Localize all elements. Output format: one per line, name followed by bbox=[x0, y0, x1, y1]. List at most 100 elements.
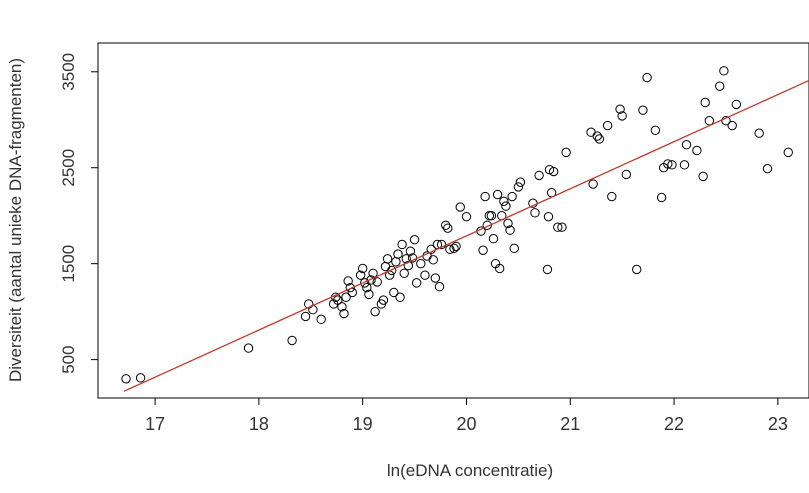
data-point bbox=[364, 289, 374, 300]
data-point bbox=[505, 225, 515, 235]
data-point bbox=[370, 306, 380, 317]
data-point bbox=[588, 179, 598, 189]
x-tick-label: 17 bbox=[145, 414, 165, 434]
data-point bbox=[430, 273, 441, 283]
x-tick-label: 20 bbox=[456, 414, 476, 434]
data-point bbox=[409, 234, 420, 245]
data-point bbox=[411, 278, 422, 288]
data-point bbox=[337, 302, 347, 312]
data-point bbox=[420, 270, 430, 280]
data-point bbox=[399, 268, 409, 278]
data-point bbox=[783, 147, 793, 158]
data-point bbox=[507, 191, 517, 202]
data-point bbox=[542, 264, 553, 275]
data-point bbox=[679, 160, 690, 170]
data-point bbox=[667, 160, 677, 170]
data-point bbox=[663, 159, 673, 169]
data-point bbox=[443, 223, 453, 233]
data-point bbox=[681, 140, 692, 150]
data-point bbox=[441, 220, 451, 230]
data-point bbox=[731, 99, 742, 110]
data-point bbox=[455, 202, 465, 212]
data-point bbox=[621, 169, 632, 180]
data-point bbox=[372, 277, 382, 287]
data-point bbox=[445, 244, 455, 254]
data-point bbox=[345, 282, 355, 293]
data-point bbox=[509, 243, 519, 254]
data-point bbox=[607, 191, 617, 202]
y-tick-label: 2500 bbox=[59, 149, 78, 187]
data-point bbox=[393, 249, 403, 259]
data-point bbox=[366, 275, 376, 285]
data-point bbox=[494, 263, 505, 274]
data-point bbox=[480, 191, 490, 202]
data-point bbox=[395, 292, 405, 302]
data-point bbox=[638, 105, 648, 115]
data-point bbox=[492, 189, 503, 200]
x-tick-label: 18 bbox=[249, 414, 269, 434]
data-point bbox=[389, 287, 399, 298]
data-point bbox=[586, 127, 596, 137]
data-point bbox=[499, 196, 509, 207]
data-point bbox=[513, 182, 524, 192]
data-point bbox=[333, 295, 343, 305]
data-point bbox=[382, 254, 393, 264]
data-point bbox=[405, 246, 416, 256]
data-point bbox=[656, 192, 667, 203]
data-point bbox=[339, 308, 349, 319]
plot-frame bbox=[97, 42, 809, 399]
y-axis-label: Diversiteit (aantal unieke DNA-fragmente… bbox=[6, 58, 25, 382]
data-point bbox=[482, 220, 492, 230]
data-point bbox=[451, 241, 461, 252]
data-point bbox=[692, 145, 702, 156]
data-point bbox=[360, 278, 370, 288]
data-point bbox=[378, 295, 389, 305]
data-point bbox=[534, 170, 544, 181]
data-point bbox=[515, 177, 526, 187]
data-point bbox=[548, 166, 559, 177]
x-tick-label: 22 bbox=[664, 414, 684, 434]
data-point bbox=[650, 125, 661, 136]
data-point bbox=[754, 128, 764, 138]
y-tick-label: 1500 bbox=[59, 245, 78, 283]
regression-line bbox=[123, 79, 809, 392]
data-point bbox=[594, 134, 605, 144]
data-point bbox=[631, 264, 642, 275]
data-point bbox=[461, 211, 472, 222]
data-point bbox=[355, 270, 366, 280]
x-axis: 17 18 19 20 21 22 23 bbox=[145, 398, 788, 434]
data-point bbox=[592, 131, 602, 141]
data-point bbox=[380, 261, 391, 272]
x-tick-label: 19 bbox=[353, 414, 373, 434]
data-point bbox=[727, 120, 737, 131]
x-tick-label: 21 bbox=[560, 414, 580, 434]
data-points bbox=[121, 66, 793, 384]
data-point bbox=[368, 268, 378, 278]
data-point bbox=[397, 239, 407, 250]
data-point bbox=[501, 201, 511, 211]
data-point bbox=[704, 116, 715, 126]
data-point bbox=[341, 292, 351, 302]
data-point bbox=[391, 257, 401, 267]
y-tick-label: 3500 bbox=[59, 53, 78, 91]
data-point bbox=[135, 373, 146, 383]
data-point bbox=[642, 72, 652, 83]
data-point bbox=[403, 260, 414, 271]
data-point bbox=[287, 335, 297, 346]
data-point bbox=[243, 343, 254, 353]
data-point bbox=[762, 163, 773, 174]
data-point bbox=[602, 120, 613, 131]
data-point bbox=[434, 282, 445, 292]
data-point bbox=[488, 234, 499, 244]
x-tick-label: 23 bbox=[768, 414, 788, 434]
data-point bbox=[387, 265, 397, 276]
data-point bbox=[503, 218, 513, 229]
data-point bbox=[617, 111, 627, 121]
data-point bbox=[428, 255, 438, 265]
data-point bbox=[316, 314, 326, 325]
regression-line-group bbox=[123, 79, 809, 392]
data-point bbox=[478, 245, 488, 255]
data-point bbox=[449, 243, 459, 254]
data-point bbox=[557, 222, 567, 232]
